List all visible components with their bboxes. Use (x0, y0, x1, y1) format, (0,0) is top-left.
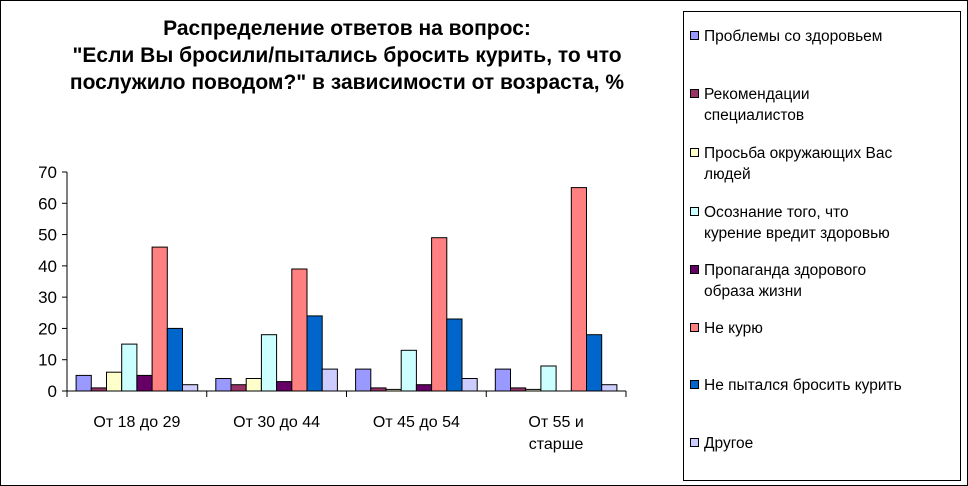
bar (446, 318, 463, 392)
bar (276, 381, 293, 392)
x-tick-label: От 18 до 29 (93, 414, 180, 431)
bar (586, 334, 603, 392)
bar (415, 384, 433, 392)
legend-label: Просьба окружающих Вас людей (704, 143, 952, 185)
bar (106, 371, 123, 392)
bar (400, 349, 417, 392)
bar (306, 315, 323, 392)
x-tick-label: От 55 и (528, 414, 583, 431)
chart-title-line: "Если Вы бросили/пытались бросить курить… (72, 44, 622, 67)
chart-title-line: послужило поводом?" в зависимости от воз… (69, 71, 625, 94)
bar (461, 378, 478, 392)
legend-label-line: Пропаганда здорового (704, 262, 867, 279)
bar (291, 268, 308, 392)
legend-swatch (690, 323, 699, 332)
legend-label: Осознание того, что курение вредит здоро… (704, 202, 952, 244)
legend-label-line: Просьба окружающих Вас (704, 145, 893, 162)
bar (540, 365, 557, 392)
legend-label: Другое (704, 433, 952, 454)
y-tick-label: 70 (38, 163, 57, 182)
bar (321, 368, 338, 392)
legend-label-line: людей (704, 166, 751, 183)
legend-label-line: специалистов (704, 107, 805, 124)
bar (75, 374, 92, 392)
bar (245, 378, 262, 392)
x-tick-label: От 45 до 54 (373, 414, 460, 431)
legend-swatch (690, 207, 699, 216)
legend-swatch (690, 438, 699, 447)
legend-item: Пропаганда здорового образа жизни (690, 260, 952, 302)
legend-item: Проблемы со здоровьем (690, 26, 952, 47)
legend-item: Осознание того, что курение вредит здоро… (690, 202, 952, 244)
y-tick-label: 40 (38, 257, 57, 276)
legend-label-line: курение вредит здоровью (704, 225, 890, 242)
chart-title-line: Распределение ответов на вопрос: (163, 17, 531, 40)
bar (166, 327, 184, 392)
bar (494, 368, 511, 392)
y-tick-label: 60 (38, 194, 57, 213)
chart-title: Распределение ответов на вопрос: "Если В… (15, 15, 679, 96)
legend-label-line: Не пытался бросить курить (704, 377, 902, 394)
x-tick-label: От 30 до 44 (233, 414, 320, 431)
bar (260, 334, 278, 392)
axis-labels-group: От 18 до 29 От 30 до 44 От 45 до 54 От 55 и… (38, 163, 584, 453)
legend-swatch (690, 148, 699, 157)
legend-label: Не курю (704, 318, 952, 339)
legend-label-line: Осознание того, что (704, 204, 849, 221)
bar (215, 378, 232, 392)
legend-swatch (690, 89, 699, 98)
legend-label-line: образа жизни (704, 283, 802, 300)
plot-area (67, 172, 626, 391)
bar (431, 237, 448, 392)
legend-swatch (690, 31, 699, 40)
legend-label-line: Другое (704, 435, 754, 452)
y-tick-label: 20 (38, 319, 57, 338)
y-tick-label: 30 (38, 288, 57, 307)
legend-item: Не курю (690, 318, 952, 339)
bars-group (75, 187, 618, 392)
bar (601, 384, 618, 392)
y-tick-label: 50 (38, 226, 57, 245)
axes-group (62, 171, 627, 397)
legend-label: Пропаганда здорового образа жизни (704, 260, 952, 302)
legend-item: Другое (690, 433, 952, 454)
legend-label-line: Рекомендации (704, 86, 810, 103)
bar (151, 246, 168, 392)
y-tick-label: 0 (48, 382, 57, 401)
legend-item: Не пытался бросить курить (690, 375, 952, 396)
legend: Проблемы со здоровьем Рекомендации специ… (683, 11, 961, 481)
x-tick-label: старше (529, 436, 584, 453)
legend-label: Не пытался бросить курить (704, 375, 952, 396)
bar-chart: От 18 до 29 От 30 до 44 От 45 до 54 От 55 и… (38, 163, 627, 453)
legend-label-line: Не курю (704, 320, 763, 337)
bar (136, 374, 153, 392)
y-tick-label: 10 (38, 351, 57, 370)
legend-label: Проблемы со здоровьем (704, 26, 952, 47)
bar (355, 368, 372, 392)
bar (570, 187, 587, 392)
plot-background (67, 172, 626, 391)
legend-item: Рекомендации специалистов (690, 84, 952, 126)
bar (121, 343, 138, 392)
legend-swatch (690, 265, 699, 274)
legend-item: Просьба окружающих Вас людей (690, 143, 952, 185)
bar (182, 384, 199, 392)
legend-label: Рекомендации специалистов (704, 84, 952, 126)
legend-swatch (690, 380, 699, 389)
bar (230, 384, 247, 392)
legend-label-line: Проблемы со здоровьем (704, 28, 883, 45)
